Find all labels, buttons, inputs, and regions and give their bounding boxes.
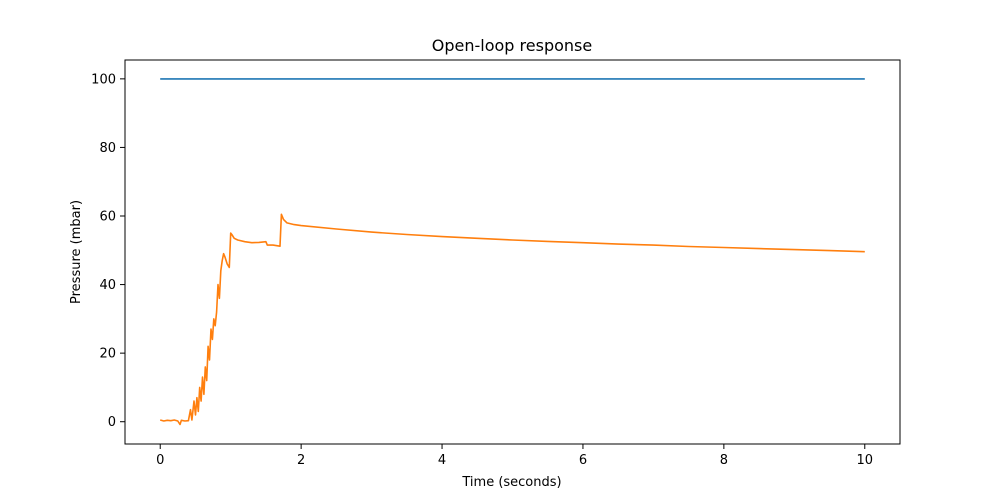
y-tick-label: 60 xyxy=(99,210,116,225)
y-axis-label: Pressure (mbar) xyxy=(69,200,84,304)
series-line-2 xyxy=(159,213,865,426)
x-axis: 0 2 4 6 8 10 xyxy=(156,444,873,468)
x-tick-label: 4 xyxy=(438,453,446,468)
y-tick-label: 40 xyxy=(99,278,116,293)
plot-frame xyxy=(124,59,901,445)
y-tick-label: 80 xyxy=(99,141,116,156)
x-tick-label: 8 xyxy=(720,453,728,468)
y-tick-label: 20 xyxy=(99,347,116,362)
x-tick-label: 6 xyxy=(579,453,587,468)
x-tick-label: 10 xyxy=(856,453,873,468)
plot-area xyxy=(159,78,865,426)
x-tick-label: 2 xyxy=(297,453,305,468)
y-axis: 0 20 40 60 80 100 xyxy=(91,72,125,430)
y-tick-label: 100 xyxy=(91,72,116,87)
x-axis-label: Time (seconds) xyxy=(461,475,561,490)
chart-title: Open-loop response xyxy=(432,36,592,55)
y-tick-label: 0 xyxy=(108,415,116,430)
x-tick-label: 0 xyxy=(156,453,164,468)
